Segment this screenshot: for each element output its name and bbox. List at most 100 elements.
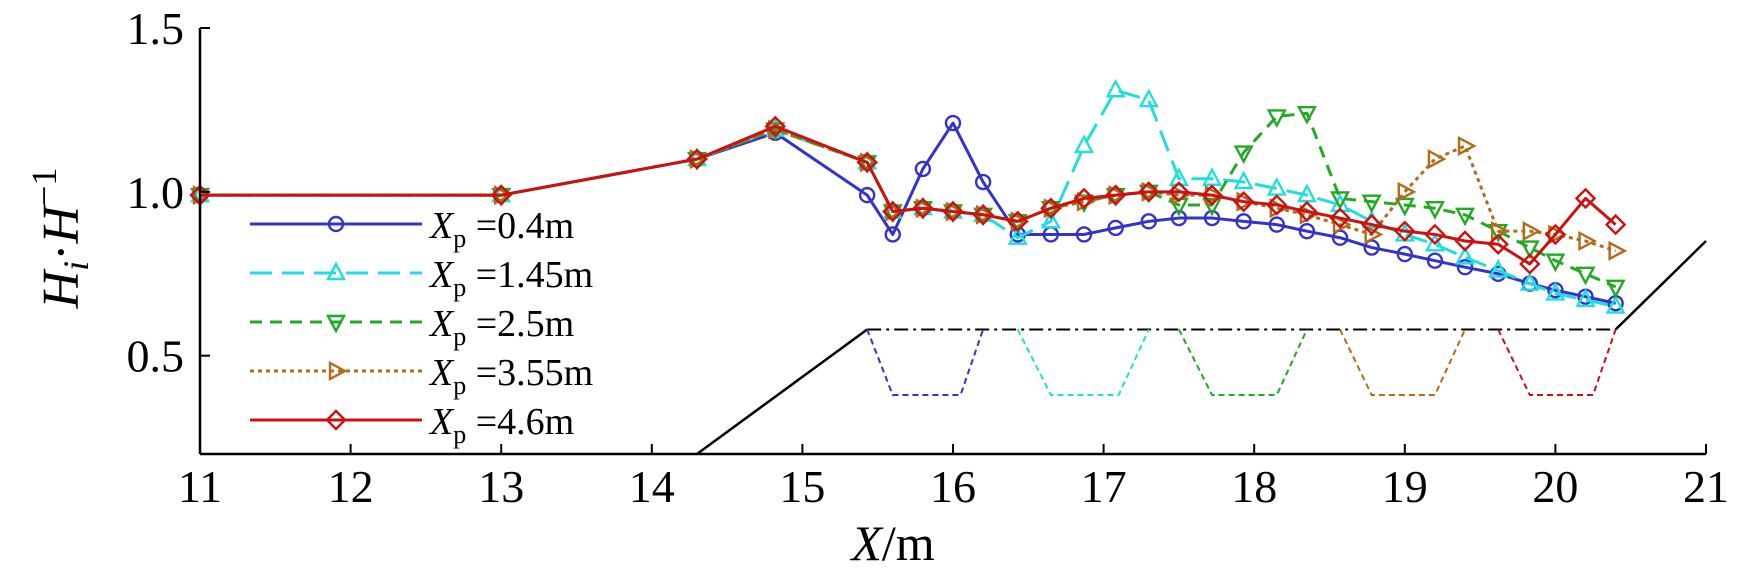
- x-label-var: X: [849, 515, 884, 571]
- tick-labels: 11 12 13 14 15 16 17 18 19 20 21 0.5 1.0 1.5: [127, 3, 1730, 512]
- data-point: [1040, 197, 1062, 219]
- data-point: [1522, 221, 1542, 242]
- data-point: [942, 200, 964, 223]
- y-tick-label: 0.5: [127, 331, 185, 382]
- data-point: [1605, 294, 1626, 314]
- legend-item-3: Xp =2.5m: [250, 303, 574, 351]
- x-tick-label: 21: [1683, 461, 1729, 512]
- data-point: [1007, 210, 1029, 233]
- data-point: [1332, 214, 1352, 235]
- legend-marker: [326, 261, 346, 281]
- data-point: [1268, 216, 1285, 233]
- data-point: [1330, 193, 1351, 213]
- data-point: [1487, 233, 1509, 255]
- data-point: [1394, 220, 1416, 242]
- data-point: [1575, 266, 1596, 286]
- data-point: [1168, 181, 1190, 203]
- data-point: [974, 173, 992, 191]
- data-point: [1604, 213, 1627, 236]
- data-point: [1454, 230, 1476, 252]
- y-tick-label: 1.0: [127, 167, 185, 218]
- legend-label: Xp =4.6m: [428, 401, 574, 449]
- x-tick-label: 15: [779, 461, 825, 512]
- data-point: [1424, 201, 1445, 220]
- data-point: [856, 151, 878, 174]
- data-point: [1075, 226, 1093, 243]
- data-point: [1170, 209, 1188, 227]
- data-point: [1330, 191, 1351, 210]
- data-point: [1296, 105, 1317, 125]
- data-point: [1574, 187, 1597, 210]
- data-point: [1235, 213, 1252, 230]
- data-point: [1427, 149, 1447, 170]
- x-tick-label: 16: [930, 461, 976, 512]
- y-label-h: H: [33, 268, 90, 309]
- series-line-3: [200, 111, 1617, 289]
- profile-trench-3: [1178, 329, 1308, 397]
- data-point: [1296, 200, 1318, 223]
- x-tick-label: 18: [1231, 461, 1277, 512]
- data-point: [1233, 170, 1254, 190]
- y-label-sup: −1: [24, 168, 64, 206]
- series-line-4: [200, 128, 1617, 253]
- legend-item-2: Xp =1.45m: [250, 254, 593, 302]
- data-point: [1426, 252, 1444, 269]
- data-point: [1424, 232, 1445, 252]
- data-point: [914, 160, 932, 178]
- profile-slope-right: [1614, 240, 1707, 331]
- data-point: [1266, 194, 1288, 216]
- series-lines: [189, 78, 1628, 314]
- legend-marker: [325, 409, 347, 431]
- data-point: [1073, 187, 1095, 210]
- data-point: [1168, 167, 1189, 186]
- series-2: [190, 78, 1626, 314]
- x-tick-label: 13: [478, 461, 524, 512]
- legend-item-1: Xp =0.4m: [250, 205, 574, 253]
- data-point: [1203, 209, 1221, 227]
- profile-trench-5: [1497, 329, 1617, 397]
- y-label-sub-i: i: [56, 261, 96, 271]
- data-point: [1138, 88, 1159, 108]
- data-point: [1397, 181, 1417, 202]
- legend-label: Xp =3.55m: [428, 352, 593, 400]
- data-point: [1040, 209, 1061, 229]
- data-point: [944, 114, 962, 132]
- x-tick-label: 20: [1532, 461, 1578, 512]
- data-point: [1201, 184, 1223, 206]
- series-5: [189, 115, 1627, 275]
- profile-slope-left: [696, 328, 868, 456]
- data-point: [1138, 181, 1160, 203]
- profile-trench-2: [1016, 329, 1150, 397]
- y-label-h2: H: [33, 203, 90, 244]
- x-axis-label: X/m: [849, 515, 934, 571]
- legend-item-4: Xp =3.55m: [250, 352, 593, 400]
- data-point: [1424, 223, 1446, 246]
- x-tick-label: 17: [1081, 461, 1127, 512]
- data-point: [1298, 222, 1316, 240]
- x-tick-label: 14: [629, 461, 675, 512]
- legend-marker: [327, 215, 345, 233]
- series-4: [192, 119, 1628, 261]
- data-point: [1605, 279, 1626, 299]
- data-point: [882, 200, 904, 223]
- data-point: [1455, 207, 1476, 227]
- y-label-dot: ·: [33, 243, 90, 260]
- data-point: [1457, 135, 1477, 156]
- data-point: [1519, 253, 1541, 275]
- data-point: [1544, 223, 1567, 246]
- seabed-profile: [696, 240, 1707, 456]
- data-point: [1396, 245, 1414, 263]
- data-point: [1266, 109, 1287, 129]
- legend-marker: [326, 314, 346, 334]
- y-tick-label: 1.5: [127, 3, 185, 54]
- data-point: [1519, 272, 1540, 291]
- x-label-unit: /m: [882, 515, 935, 571]
- x-tick-label: 11: [178, 461, 222, 512]
- data-point: [1140, 213, 1157, 230]
- data-point: [1233, 145, 1254, 165]
- data-point: [972, 204, 994, 226]
- data-point: [1608, 240, 1628, 261]
- series-1: [191, 114, 1624, 312]
- legend-label: Xp =1.45m: [428, 254, 593, 302]
